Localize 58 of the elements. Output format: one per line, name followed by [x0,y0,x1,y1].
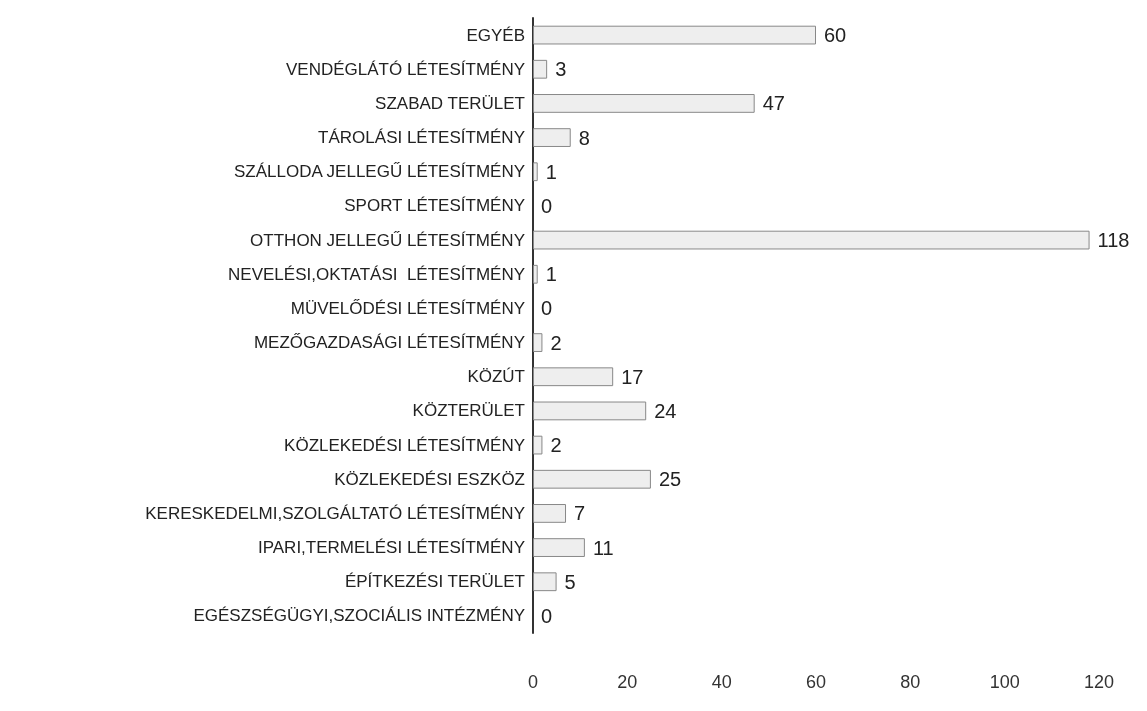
data-label: 5 [564,570,576,593]
bar [533,230,1090,250]
y-tick-label: OTTHON JELLEGŰ LÉTESÍTMÉNY [250,230,525,250]
x-tick-label: 40 [711,672,732,692]
data-label: 0 [541,297,553,320]
y-tick-label: KÖZLEKEDÉSI LÉTESÍTMÉNY [284,435,525,455]
y-tick-label: VENDÉGLÁTÓ LÉTESÍTMÉNY [286,59,525,79]
data-label: 3 [555,58,567,81]
data-label: 17 [621,365,644,388]
data-label: 60 [824,24,847,47]
data-label: 47 [762,92,785,115]
bar [533,128,571,147]
bar [533,572,557,592]
data-label: 24 [654,399,677,422]
bar [533,469,651,489]
x-tick-label: 100 [989,672,1020,692]
x-tick-label: 0 [527,672,539,692]
y-tick-label: MEZŐGAZDASÁGI LÉTESÍTMÉNY [253,333,525,353]
bar [533,264,538,284]
bar [533,94,755,113]
bar [533,59,548,79]
bar [533,504,567,523]
x-tick-label: 80 [900,672,921,692]
y-tick-label: NEVELÉSI,OKTATÁSI LÉTESÍTMÉNY [228,264,525,284]
bar [533,333,543,352]
y-tick-label: EGYÉB [466,25,525,45]
y-tick-label: MÜVELŐDÉSI LÉTESÍTMÉNY [290,298,525,318]
x-tick-label: 120 [1083,672,1115,692]
bar [533,435,543,455]
y-tick-label: SZÁLLODA JELLEGŰ LÉTESÍTMÉNY [234,162,525,182]
data-label: 8 [578,126,590,149]
x-tick-label: 20 [617,672,638,692]
y-tick-label: KERESKEDELMI,SZOLGÁLTATÓ LÉTESÍTMÉNY [145,503,525,523]
data-label: 2 [550,331,562,354]
bar [533,538,585,557]
y-tick-label: IPARI,TERMELÉSI LÉTESÍTMÉNY [257,538,525,558]
bar [533,367,614,387]
data-label: 0 [541,604,553,627]
y-tick-label: TÁROLÁSI LÉTESÍTMÉNY [318,128,525,148]
bar [533,401,647,421]
y-tick-label: EGÉSZSÉGÜGYI,SZOCIÁLIS INTÉZMÉNY [193,606,525,626]
data-label: 0 [541,194,553,217]
y-tick-label: SPORT LÉTESÍTMÉNY [344,196,525,216]
data-label: 25 [658,468,682,491]
data-label: 7 [574,502,586,525]
x-tick-label: 60 [805,672,827,692]
data-label: 2 [550,434,562,457]
y-tick-label: ÉPÍTKEZÉSI TERÜLET [344,572,525,592]
bar [533,162,538,182]
data-label: 11 [592,536,614,559]
bar [533,25,816,45]
y-tick-label: KÖZLEKEDÉSI ESZKÖZ [334,469,525,489]
y-tick-label: KÖZTERÜLET [412,401,525,421]
data-label: 1 [545,263,557,286]
y-tick-label: SZABAD TERÜLET [375,93,525,113]
data-label: 118 [1097,229,1130,252]
y-tick-label: KÖZÚT [467,367,525,387]
data-label: 1 [545,160,557,183]
